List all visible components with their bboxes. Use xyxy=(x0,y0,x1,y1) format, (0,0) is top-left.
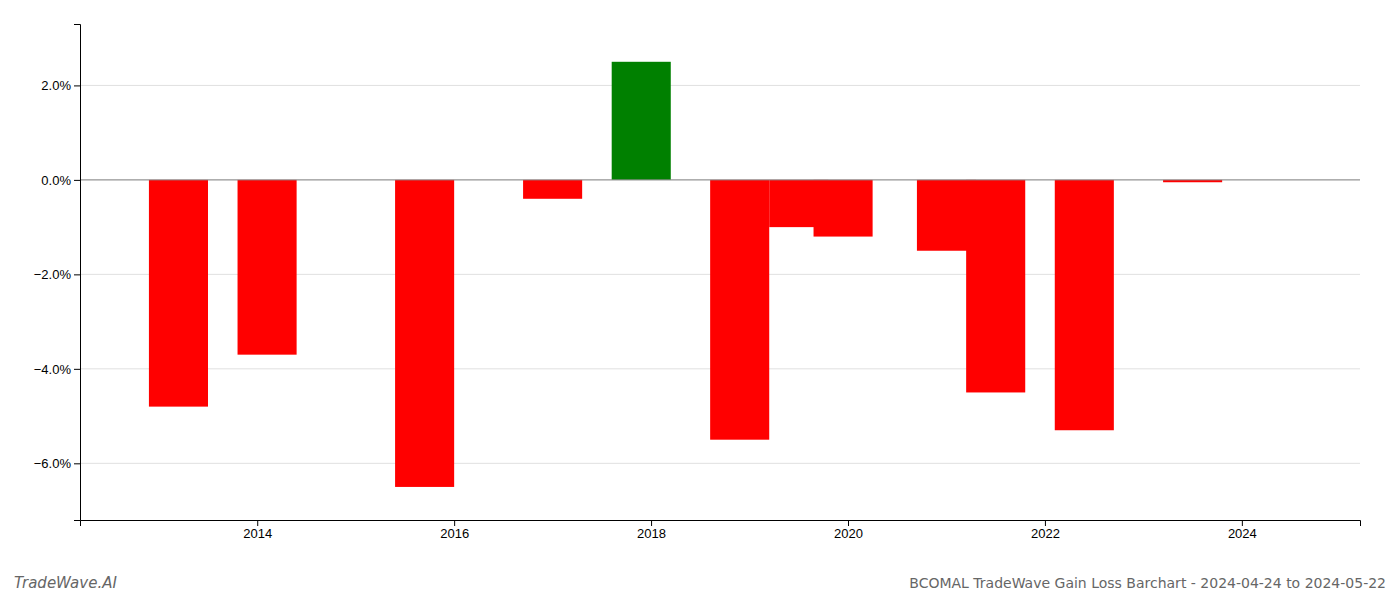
bar xyxy=(612,62,671,180)
y-tick-label: 2.0% xyxy=(41,78,71,93)
plot: 2014 2016 2018 2020 2022 2024 −6.0% −4.0% −2.0% 0… xyxy=(34,25,1361,542)
bar xyxy=(149,180,208,407)
x-tick: 2020 xyxy=(834,520,863,541)
x-tick-mark xyxy=(257,520,258,526)
bar xyxy=(966,180,1025,393)
x-tick-label: 2022 xyxy=(1031,526,1060,541)
y-tick: 0.0% xyxy=(41,173,80,188)
x-tick-mark xyxy=(1045,520,1046,526)
x-tick-label: 2018 xyxy=(637,526,666,541)
y-axis-line xyxy=(74,25,81,521)
grid-line xyxy=(80,85,1360,86)
chart: 2014 2016 2018 2020 2022 2024 −6.0% −4.0% −2.0% 0… xyxy=(0,0,1400,600)
x-tick: 2022 xyxy=(1031,520,1060,541)
x-tick-label: 2020 xyxy=(834,526,863,541)
x-tick: 2016 xyxy=(440,520,469,541)
y-tick-label: −2.0% xyxy=(34,267,72,282)
y-tick: −2.0% xyxy=(34,267,80,282)
y-tick-mark xyxy=(74,463,80,464)
y-axis: −6.0% −4.0% −2.0% 0.0% 2.0% xyxy=(34,25,81,521)
grid-line xyxy=(80,179,1360,180)
zero-line xyxy=(80,179,1360,180)
x-tick: 2018 xyxy=(637,520,666,541)
y-tick-label: 0.0% xyxy=(41,173,71,188)
y-tick-mark xyxy=(74,180,80,181)
x-tick: 2024 xyxy=(1228,520,1257,541)
bar xyxy=(814,180,873,237)
x-tick-mark xyxy=(1242,520,1243,526)
y-tick: −6.0% xyxy=(34,456,80,471)
bars xyxy=(149,62,1222,487)
watermark: TradeWave.AI xyxy=(14,574,117,592)
title: BCOMAL TradeWave Gain Loss Barchart - 20… xyxy=(909,575,1386,591)
x-tick-mark xyxy=(848,520,849,526)
y-tick-mark xyxy=(74,274,80,275)
x-tick-label: 2016 xyxy=(440,526,469,541)
x-axis: 2014 2016 2018 2020 2022 2024 xyxy=(81,520,1361,541)
x-axis-line xyxy=(81,521,1361,527)
x-tick-mark xyxy=(454,520,455,526)
bar xyxy=(395,180,454,487)
y-tick-mark xyxy=(74,85,80,86)
grid xyxy=(80,85,1360,463)
y-tick-label: −4.0% xyxy=(34,361,72,376)
x-tick-mark xyxy=(651,520,652,526)
x-tick-label: 2024 xyxy=(1228,526,1257,541)
bar xyxy=(238,180,297,355)
x-tick: 2014 xyxy=(243,520,272,541)
y-tick: 2.0% xyxy=(41,78,80,93)
bar xyxy=(710,180,769,440)
bar xyxy=(1055,180,1114,430)
bar xyxy=(523,180,582,199)
y-tick-label: −6.0% xyxy=(34,456,72,471)
x-tick-label: 2014 xyxy=(243,526,272,541)
y-tick-mark xyxy=(74,369,80,370)
grid-line xyxy=(80,463,1360,464)
y-tick: −4.0% xyxy=(34,361,80,376)
